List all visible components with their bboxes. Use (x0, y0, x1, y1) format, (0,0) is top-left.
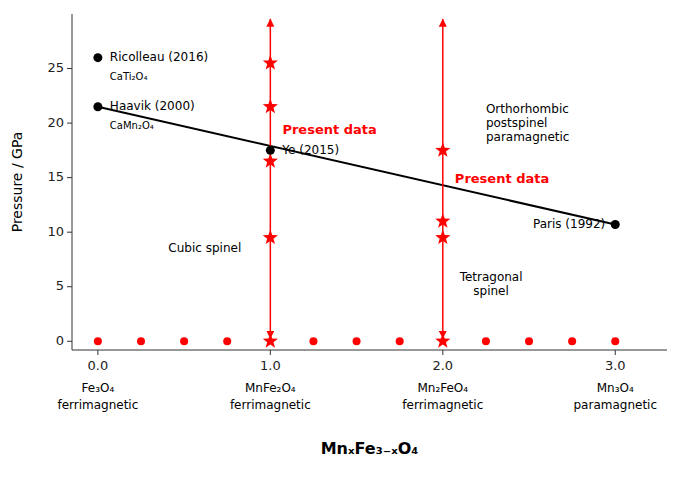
point (137, 337, 145, 345)
series-line (98, 107, 615, 225)
x-tick-label: 2.0 (432, 358, 453, 373)
y-tick-label: 15 (47, 169, 64, 184)
y-tick-label: 25 (47, 60, 64, 75)
x-tick (97, 350, 98, 355)
annotation: Present data (455, 171, 549, 186)
x-tick-note: MnFe₂O₄ (245, 381, 296, 395)
point (525, 337, 533, 345)
y-tick-label: 20 (47, 115, 64, 130)
star-point (263, 55, 278, 69)
y-axis-label: Pressure / GPa (9, 132, 25, 233)
chart: 0 5 10 15 20 25 0.0 1.0 2.0 3.0 Fe₃O₄ ferrimagnetic… (0, 0, 685, 500)
star-point (263, 230, 278, 244)
point (396, 337, 404, 345)
star-point (435, 333, 450, 347)
y-tick (67, 341, 72, 342)
x-tick-note: ferrimagnetic (402, 398, 483, 412)
annotation: Orthorhombicpostspinelparamagnetic (486, 102, 570, 144)
star-point (435, 213, 450, 227)
series-scatter (94, 337, 619, 345)
point (353, 337, 361, 345)
point-label: Paris (1992) (533, 217, 605, 231)
star-point (435, 142, 450, 156)
x-tick-note: Mn₃O₄ (597, 381, 634, 395)
series-scatter (93, 53, 619, 229)
x-tick-label: 1.0 (260, 358, 281, 373)
annotations: Present data Present data Orthorhombicpost… (168, 102, 569, 298)
x-tick-note: ferrimagnetic (230, 398, 311, 412)
x-tick (442, 350, 443, 355)
point (611, 337, 619, 345)
x-tick-label: 3.0 (605, 358, 626, 373)
series-arrow (270, 19, 271, 338)
annotation: Tetragonalspinel (459, 270, 523, 298)
point (93, 102, 102, 111)
point-label: Ricolleau (2016) (110, 50, 208, 64)
y-tick (67, 177, 72, 178)
x-tick-note: Fe₃O₄ (82, 381, 115, 395)
x-axis-label: MnₓFe₃₋ₓO₄ (321, 439, 419, 458)
point-labels: Ricolleau (2016) CaTi₂O₄ Haavik (2000) CaMn… (110, 50, 605, 231)
y-tick (67, 232, 72, 233)
x-tick-note: paramagnetic (573, 398, 657, 412)
point (180, 337, 188, 345)
plot-area (93, 19, 619, 347)
series-scatter (263, 333, 451, 347)
axes: 0 5 10 15 20 25 0.0 1.0 2.0 3.0 Fe₃O₄ ferrimagnetic… (9, 14, 667, 458)
x-tick-note: Mn₂FeO₄ (417, 381, 468, 395)
arrow (442, 19, 444, 338)
line (98, 107, 615, 225)
point (482, 337, 490, 345)
y-tick-label: 0 (56, 333, 64, 348)
point-label: Haavik (2000) (110, 99, 195, 113)
y-tick (67, 286, 72, 287)
y-tick-label: 10 (47, 224, 64, 239)
x-tick-note: ferrimagnetic (57, 398, 138, 412)
point (568, 337, 576, 345)
star-point (263, 99, 278, 113)
series-scatter (435, 142, 450, 244)
point (223, 337, 231, 345)
point-sublabel: CaMn₂O₄ (110, 120, 154, 131)
point-sublabel: CaTi₂O₄ (110, 71, 148, 82)
x-axis-line (72, 350, 667, 351)
x-tick (270, 350, 271, 355)
x-tick (615, 350, 616, 355)
point-label: Ye (2015) (281, 143, 339, 157)
point (309, 337, 317, 345)
point (266, 146, 275, 155)
star-point (263, 333, 278, 347)
arrow (270, 19, 272, 338)
point (94, 337, 102, 345)
y-tick (67, 68, 72, 69)
star-point (263, 153, 278, 167)
annotation: Cubic spinel (168, 241, 241, 255)
y-axis-line (72, 14, 73, 350)
point (93, 53, 102, 62)
x-tick-label: 0.0 (88, 358, 109, 373)
annotation: Present data (282, 122, 376, 137)
y-tick-label: 5 (56, 278, 64, 293)
series-arrow (442, 19, 443, 338)
y-tick (67, 123, 72, 124)
series-scatter (263, 55, 278, 244)
star-point (435, 230, 450, 244)
point (611, 220, 620, 229)
